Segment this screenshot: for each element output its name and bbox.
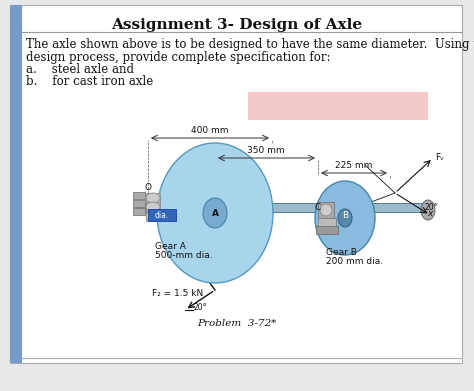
Text: dia.: dia. [155, 210, 169, 219]
Bar [148, 209, 176, 221]
Bar [316, 226, 338, 234]
Ellipse shape [203, 198, 227, 228]
Ellipse shape [146, 193, 160, 203]
Text: B: B [342, 212, 348, 221]
Bar [146, 211, 160, 221]
Bar [248, 92, 428, 120]
Ellipse shape [157, 143, 273, 283]
Text: F₂ = 1.5 kN: F₂ = 1.5 kN [152, 289, 203, 298]
Text: O: O [145, 183, 152, 192]
Ellipse shape [421, 200, 435, 220]
Text: 225 mm: 225 mm [335, 161, 373, 170]
Text: C: C [315, 203, 321, 212]
Text: x: x [428, 210, 433, 219]
Ellipse shape [146, 211, 160, 221]
Bar [318, 202, 334, 218]
Ellipse shape [146, 202, 160, 212]
Text: Problem  3-72*: Problem 3-72* [197, 319, 277, 328]
Ellipse shape [320, 204, 332, 216]
Ellipse shape [315, 181, 375, 255]
Bar [146, 193, 160, 203]
Ellipse shape [338, 209, 352, 227]
Bar [146, 202, 160, 212]
Text: b.    for cast iron axle: b. for cast iron axle [26, 75, 153, 88]
Bar [10, 5, 22, 363]
Bar [133, 208, 145, 215]
Text: The axle shown above is to be designed to have the same diameter.  Using the: The axle shown above is to be designed t… [26, 38, 474, 51]
Text: Fᵥ: Fᵥ [435, 152, 444, 161]
Text: 20°: 20° [425, 203, 438, 212]
Text: a.    steel axle and: a. steel axle and [26, 63, 134, 76]
Bar [138, 203, 428, 212]
Text: 200 mm dia.: 200 mm dia. [326, 257, 383, 266]
Text: A: A [211, 208, 219, 217]
Text: Assignment 3- Design of Axle: Assignment 3- Design of Axle [111, 18, 363, 32]
Bar [133, 192, 145, 199]
Text: Gear B: Gear B [326, 248, 357, 257]
Text: 350 mm: 350 mm [247, 146, 285, 155]
Text: 20°: 20° [193, 303, 207, 312]
Bar [133, 200, 145, 207]
Text: design process, provide complete specification for:: design process, provide complete specifi… [26, 51, 330, 64]
Text: Gear A: Gear A [155, 242, 186, 251]
Bar [318, 218, 336, 228]
Text: 500-mm dia.: 500-mm dia. [155, 251, 213, 260]
Text: 400 mm: 400 mm [191, 126, 229, 135]
